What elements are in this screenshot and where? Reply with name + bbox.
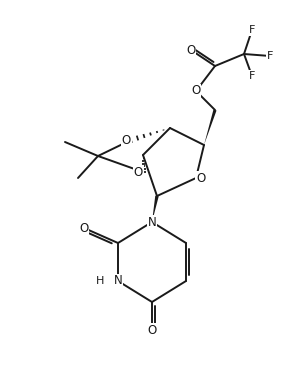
Polygon shape [204, 109, 217, 145]
Text: F: F [267, 51, 273, 61]
Text: O: O [186, 44, 196, 56]
Text: O: O [122, 134, 131, 146]
Text: O: O [196, 172, 205, 184]
Text: O: O [191, 85, 201, 97]
Text: F: F [249, 25, 255, 35]
Text: O: O [134, 165, 143, 179]
Text: H: H [96, 276, 104, 286]
Text: N: N [148, 216, 156, 228]
Text: F: F [249, 71, 255, 81]
Text: N: N [114, 274, 122, 288]
Text: O: O [147, 324, 157, 336]
Polygon shape [152, 196, 159, 222]
Text: O: O [79, 221, 89, 235]
